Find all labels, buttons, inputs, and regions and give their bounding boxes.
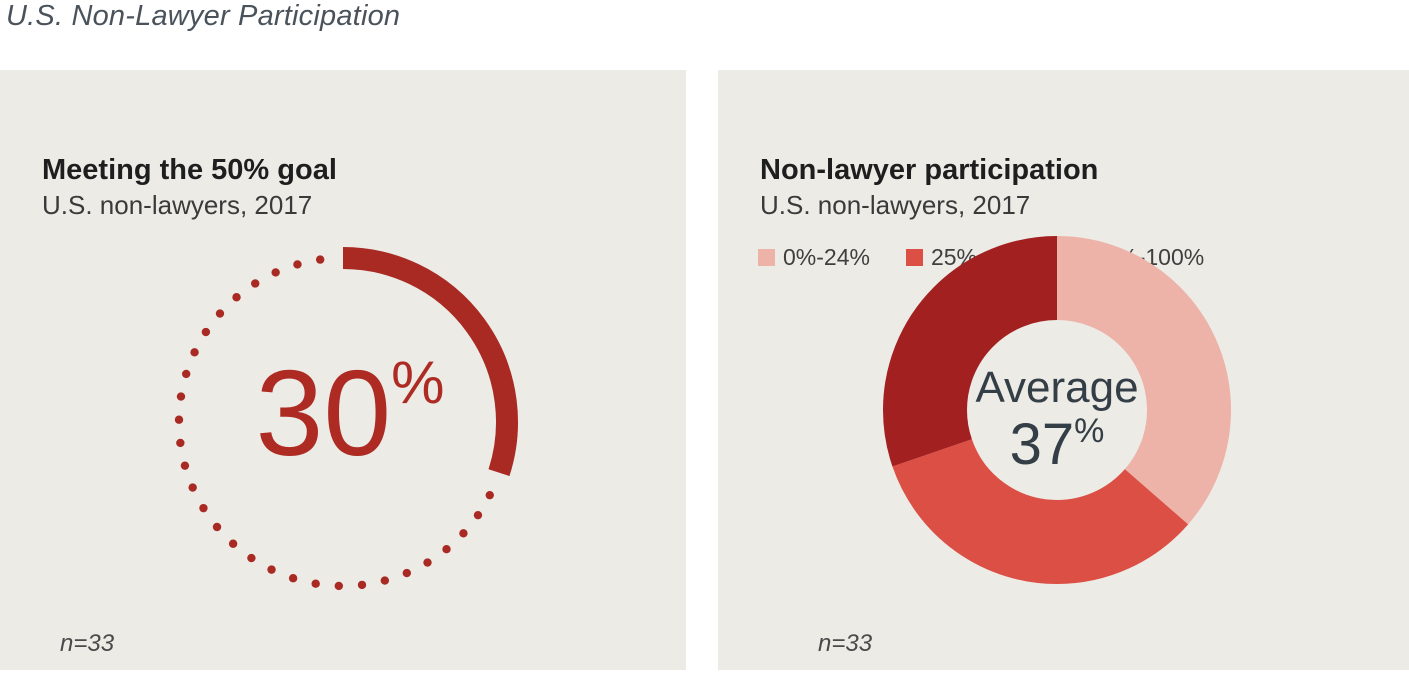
gauge-dot	[357, 580, 367, 590]
gauge-dot	[181, 369, 191, 379]
gauge-panel-title: Meeting the 50% goal	[42, 154, 337, 186]
donut-sample-note: n=33	[818, 630, 873, 657]
donut-panel-title: Non-lawyer participation	[760, 154, 1099, 186]
gauge-dot	[188, 483, 197, 492]
gauge-dot	[228, 539, 238, 548]
gauge-panel-subtitle: U.S. non-lawyers, 2017	[42, 190, 313, 220]
gauge-dot	[251, 279, 260, 288]
gauge-dot	[473, 510, 483, 520]
donut-panel-subtitle: U.S. non-lawyers, 2017	[760, 190, 1031, 220]
donut-slice-1	[883, 236, 1231, 584]
gauge-dot	[315, 255, 325, 264]
gauge-dot	[271, 268, 280, 277]
legend-swatch	[905, 249, 923, 266]
gauge-dot	[215, 309, 225, 318]
donut-chart	[883, 236, 1231, 584]
gauge-dot	[212, 522, 222, 532]
gauge-dot	[485, 490, 494, 500]
gauge-value-unit: %	[391, 349, 445, 416]
donut-center-text: Average 37%	[877, 366, 1237, 474]
gauge-dot	[267, 565, 276, 574]
gauge-dot	[174, 415, 184, 424]
gauge-dot	[180, 461, 190, 470]
donut-center-number: 37	[1009, 412, 1075, 477]
donut-slice-2	[883, 236, 1231, 584]
gauge-dot	[247, 553, 256, 563]
gauge-dot	[423, 558, 432, 567]
legend-item: 0%-24%	[758, 244, 870, 271]
gauge-dot	[288, 574, 298, 583]
gauge-dot	[380, 576, 390, 585]
gauge-dot	[459, 529, 468, 538]
gauge-dot	[176, 438, 185, 448]
gauge-panel: Meeting the 50% goal U.S. non-lawyers, 2…	[0, 70, 686, 670]
donut-panel: Non-lawyer participation U.S. non-lawyer…	[718, 70, 1409, 670]
legend-swatch	[758, 249, 775, 266]
gauge-dot	[442, 545, 451, 554]
gauge-dot	[311, 579, 320, 588]
gauge-dot	[334, 581, 344, 591]
donut-center-label: Average	[975, 363, 1139, 412]
page-title: U.S. Non-Lawyer Participation	[6, 0, 401, 32]
donut-center-value: 37%	[877, 414, 1237, 474]
donut-center-unit: %	[1074, 412, 1105, 450]
gauge-dot	[232, 293, 241, 302]
legend-label: 0%-24%	[783, 244, 870, 270]
gauge-dot	[176, 392, 186, 401]
gauge-dot	[293, 260, 302, 269]
gauge-value: 30%	[170, 352, 530, 474]
gauge-sample-note: n=33	[60, 630, 115, 657]
gauge-dot	[190, 348, 199, 357]
gauge-dot	[199, 503, 208, 513]
gauge-value-number: 30	[255, 345, 392, 481]
gauge-arc	[342, 247, 518, 477]
gauge-chart	[174, 247, 518, 591]
gauge-dot	[402, 568, 412, 578]
gauge-dot	[201, 327, 211, 337]
